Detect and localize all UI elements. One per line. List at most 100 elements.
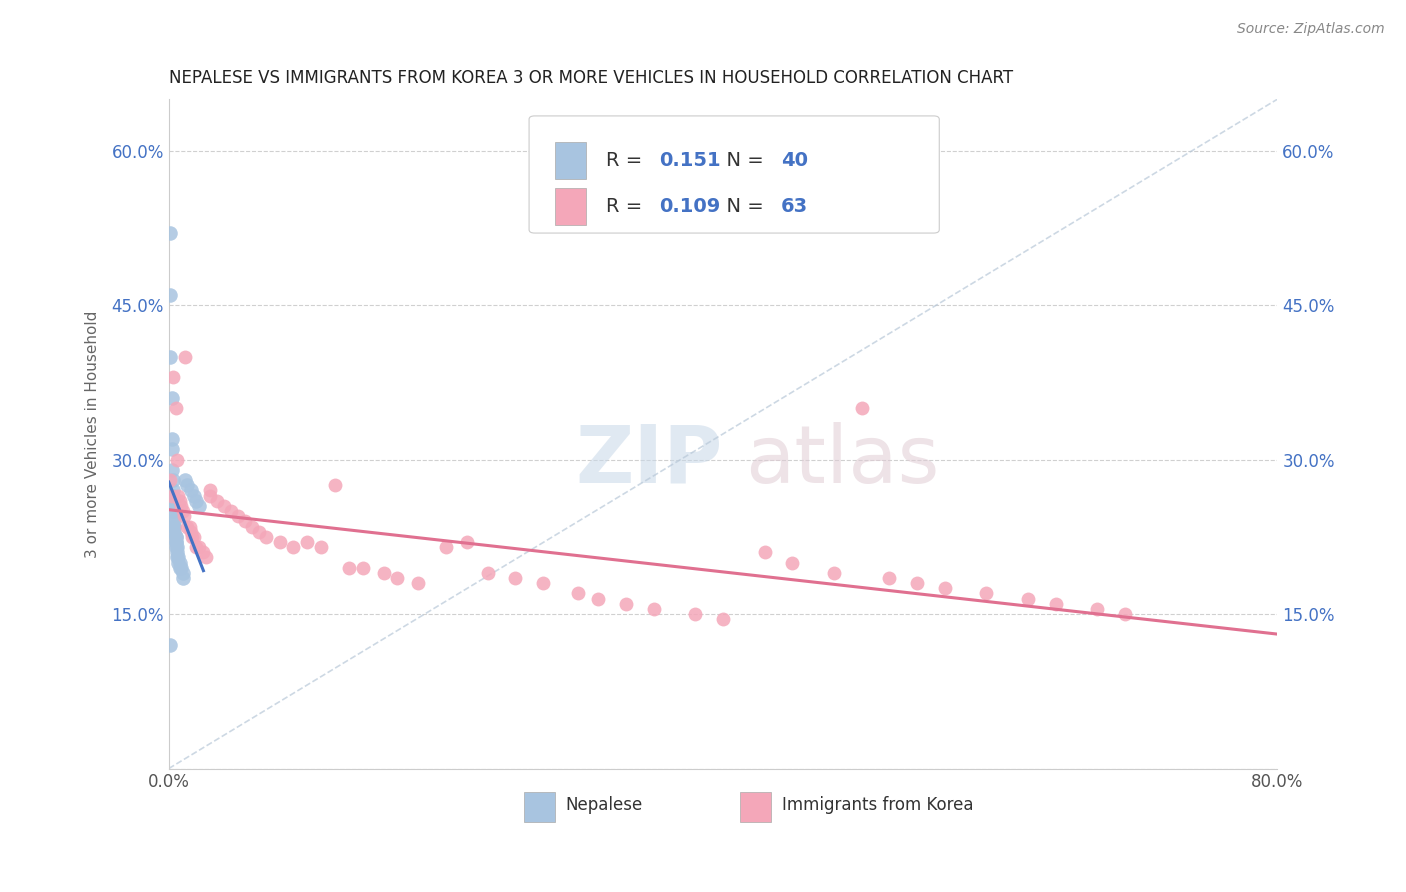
Point [160,442,183,457]
Point [163,515,186,529]
Point [254,530,277,544]
Point [159,473,181,487]
Point [163,509,186,524]
Point [162,504,184,518]
Point [207,493,229,508]
Point [782,556,804,570]
Point [165,530,187,544]
Point [823,566,845,580]
Text: 63: 63 [780,197,808,216]
FancyBboxPatch shape [529,116,939,233]
Y-axis label: 3 or more Vehicles in Household: 3 or more Vehicles in Household [86,310,100,558]
Text: R =: R = [606,197,648,216]
Point [269,535,291,549]
Text: 0.109: 0.109 [659,197,720,216]
Text: Immigrants from Korea: Immigrants from Korea [782,797,973,814]
Point [193,545,215,559]
Point [531,576,554,591]
Point [162,493,184,508]
Point [247,524,270,539]
Point [323,478,346,492]
Text: NEPALESE VS IMMIGRANTS FROM KOREA 3 OR MORE VEHICLES IN HOUSEHOLD CORRELATION CH: NEPALESE VS IMMIGRANTS FROM KOREA 3 OR M… [169,69,1012,87]
Text: Source: ZipAtlas.com: Source: ZipAtlas.com [1237,22,1385,37]
Text: Nepalese: Nepalese [565,797,643,814]
Point [212,499,235,513]
Point [180,524,202,539]
Point [159,350,181,364]
Point [162,499,184,513]
Point [1017,591,1039,606]
Point [905,576,928,591]
Point [373,566,395,580]
FancyBboxPatch shape [554,143,586,179]
Point [169,560,191,574]
Point [174,473,197,487]
Point [165,540,187,554]
Point [160,463,183,477]
Point [166,452,188,467]
Point [165,530,187,544]
Point [685,607,707,621]
Point [406,576,429,591]
Point [173,509,195,524]
Point [188,540,211,554]
Point [456,535,478,549]
Point [166,550,188,565]
FancyBboxPatch shape [740,792,770,822]
Point [879,571,901,585]
Point [200,489,222,503]
Point [477,566,499,580]
Point [162,489,184,503]
Point [165,535,187,549]
Point [160,432,183,446]
Point [169,556,191,570]
Point [180,483,202,498]
Point [162,370,184,384]
Point [166,545,188,559]
Point [162,483,184,498]
Point [226,509,249,524]
Text: ZIP: ZIP [576,422,723,500]
Point [174,350,197,364]
Point [434,540,457,554]
Point [163,519,186,533]
Point [337,560,360,574]
Point [934,582,956,596]
Point [172,566,194,580]
Point [240,519,263,533]
Point [163,524,186,539]
Point [166,540,188,554]
Point [172,504,194,518]
Point [163,519,186,533]
Point [1114,607,1136,621]
Point [195,550,218,565]
Text: 40: 40 [780,152,807,170]
Point [754,545,776,559]
Text: N =: N = [714,197,770,216]
Point [172,571,194,585]
Point [219,504,242,518]
Point [162,473,184,487]
Point [233,515,256,529]
Point [711,612,734,626]
Point [200,483,222,498]
Point [297,535,319,549]
Point [165,535,187,549]
Point [643,602,665,616]
Point [283,540,305,554]
Point [1085,602,1108,616]
Point [170,499,193,513]
Point [159,638,181,652]
Point [183,530,205,544]
Point [165,401,187,416]
Text: atlas: atlas [745,422,939,500]
Point [179,519,201,533]
Point [170,560,193,574]
Point [181,530,204,544]
Point [851,401,873,416]
Point [186,540,208,554]
FancyBboxPatch shape [554,188,586,225]
Point [614,597,637,611]
FancyBboxPatch shape [523,792,554,822]
Text: R =: R = [606,152,654,170]
